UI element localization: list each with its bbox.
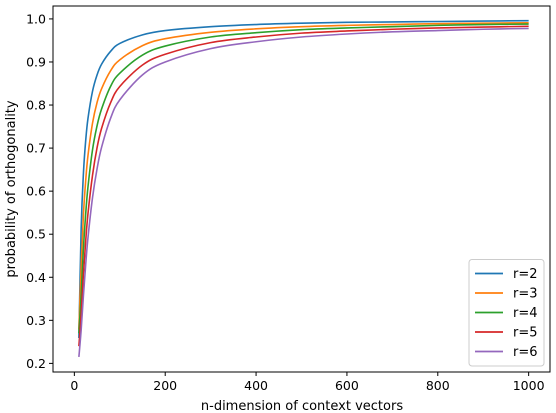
y-tick-label: 0.2: [26, 356, 46, 371]
series-line-r-2: [78, 19, 529, 338]
y-tick-label: 0.5: [26, 227, 46, 242]
series-layer: [78, 19, 529, 357]
y-tick-label: 0.7: [26, 141, 46, 156]
x-axis: 0 200 400 600 800 1000: [70, 372, 545, 393]
series-line-r-5: [78, 25, 529, 347]
x-tick-label: 1000: [513, 378, 545, 393]
legend-label: r=2: [513, 267, 538, 282]
y-tick-label: 1.0: [26, 11, 46, 26]
plot-frame: [52, 5, 551, 373]
x-tick-label: 0: [70, 378, 78, 393]
x-tick-label: 400: [244, 378, 268, 393]
x-tick-label: 800: [426, 378, 450, 393]
y-tick-label: 0.9: [26, 54, 46, 69]
y-tick-label: 0.4: [26, 270, 46, 285]
series-line-r-6: [78, 27, 529, 357]
y-axis-label: probability of orthogonality: [4, 100, 19, 277]
legend-label: r=6: [513, 345, 538, 360]
legend-label: r=4: [513, 306, 538, 321]
y-axis: 0.2 0.3 0.4 0.5 0.6 0.7 0.8 0.9 1.0: [26, 11, 53, 371]
x-axis-label: n-dimension of context vectors: [201, 399, 403, 413]
legend-label: r=5: [513, 326, 538, 341]
legend-box: [468, 259, 545, 367]
y-tick-label: 0.3: [26, 313, 46, 328]
series-line-r-4: [78, 23, 529, 334]
x-tick-label: 600: [335, 378, 359, 393]
series-line-r-3: [78, 21, 529, 330]
y-tick-label: 0.8: [26, 98, 46, 113]
x-tick-label: 200: [153, 378, 177, 393]
y-tick-label: 0.6: [26, 184, 46, 199]
legend-label: r=3: [513, 287, 538, 302]
legend: r=2 r=3 r=4 r=5 r=6: [468, 259, 545, 367]
